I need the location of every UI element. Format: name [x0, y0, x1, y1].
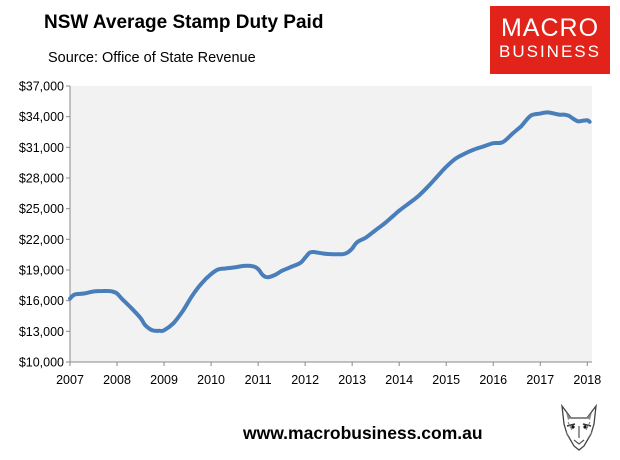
y-tick-label: $34,000	[19, 110, 64, 124]
wolf-mascot-icon	[561, 404, 597, 451]
y-tick-label: $10,000	[19, 356, 64, 370]
plot-area	[70, 86, 592, 362]
y-tick-label: $31,000	[19, 141, 64, 155]
y-axis: $10,000 $13,000 $16,000 $19,000 $22,000 $25,0…	[19, 80, 70, 370]
y-tick-label: $13,000	[19, 325, 64, 339]
logo-line-2: BUSINESS	[499, 42, 601, 61]
y-tick-label: $28,000	[19, 172, 64, 186]
y-tick-label: $22,000	[19, 233, 64, 247]
x-tick-label: 2018	[573, 373, 601, 387]
y-tick-label: $25,000	[19, 202, 64, 216]
series-line	[68, 110, 592, 334]
chart-title: NSW Average Stamp Duty Paid	[44, 12, 324, 33]
x-axis: 2007 2008 2009 2010 2011 2012 2013 2014 2015 2016…	[56, 362, 601, 387]
logo-line-1: MACRO	[500, 14, 600, 42]
x-tick-label: 2015	[432, 373, 460, 387]
footer-url: www.macrobusiness.com.au	[243, 423, 483, 443]
x-tick-label: 2010	[197, 373, 225, 387]
x-tick-label: 2014	[385, 373, 413, 387]
x-tick-label: 2009	[150, 373, 178, 387]
chart-subtitle: Source: Office of State Revenue	[48, 50, 256, 66]
y-tick-label: $37,000	[19, 80, 64, 94]
y-tick-label: $16,000	[19, 294, 64, 308]
x-tick-label: 2013	[338, 373, 366, 387]
y-tick-label: $19,000	[19, 264, 64, 278]
x-tick-label: 2012	[291, 373, 319, 387]
macrobusiness-logo: MACRO BUSINESS	[490, 6, 610, 74]
x-tick-label: 2016	[479, 373, 507, 387]
x-tick-label: 2017	[526, 373, 554, 387]
x-tick-label: 2007	[56, 373, 84, 387]
x-tick-label: 2008	[103, 373, 131, 387]
x-tick-label: 2011	[245, 373, 272, 387]
